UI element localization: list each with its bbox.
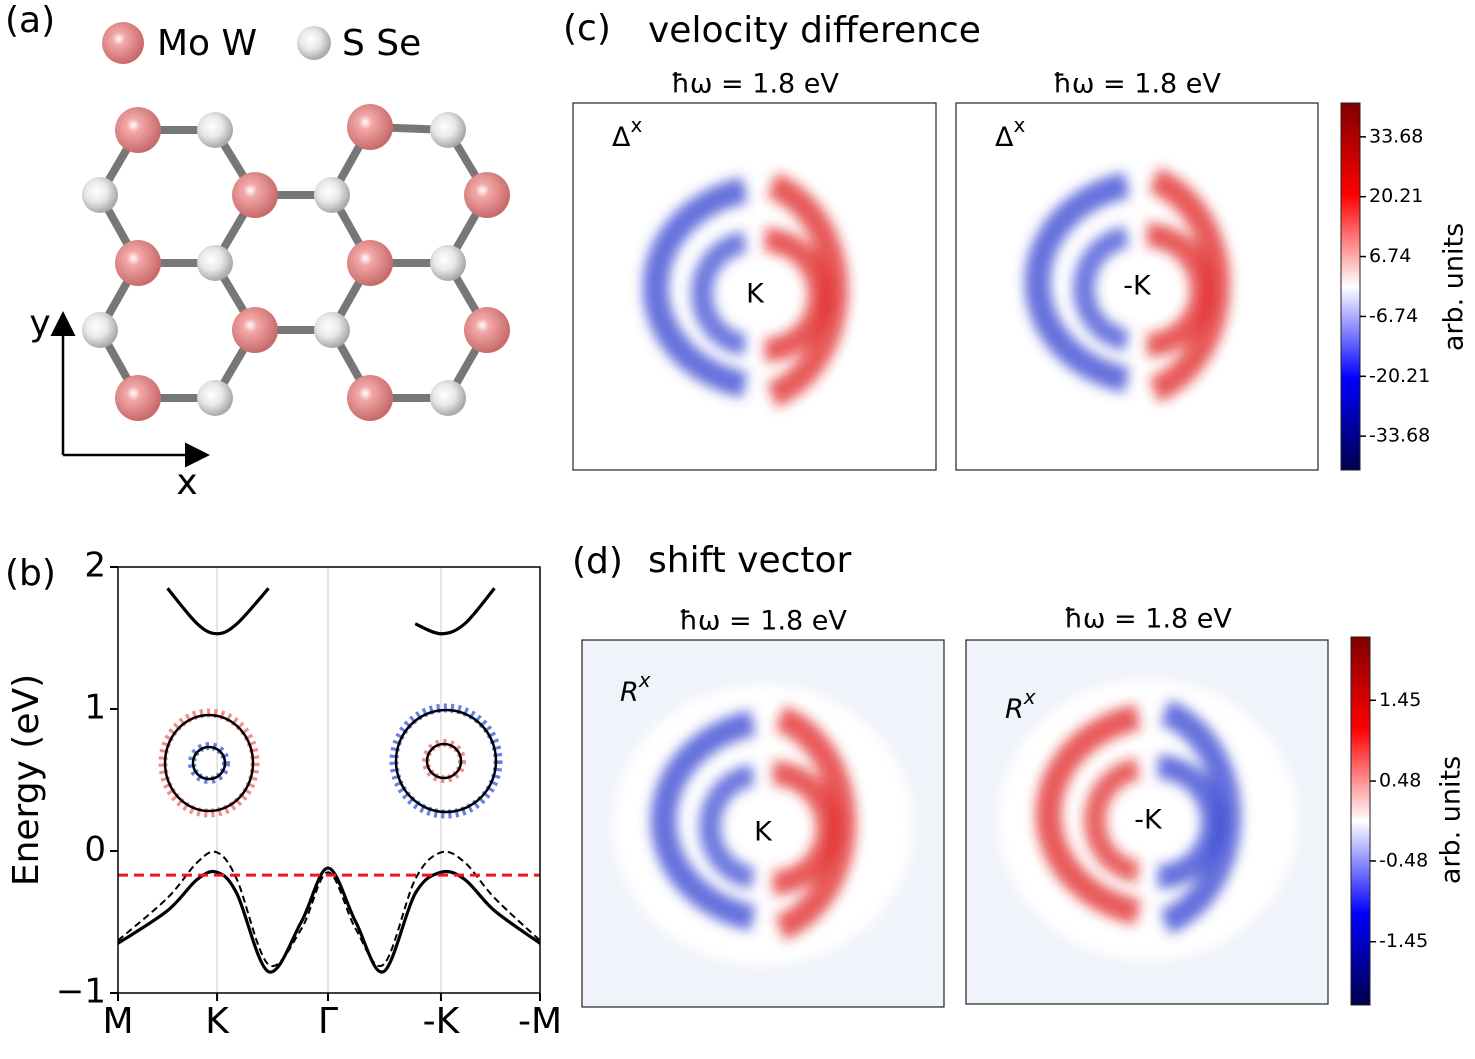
panel-label: (c)	[563, 8, 611, 49]
y-tick-label: 2	[84, 546, 106, 586]
colorbar-tick-label: 0.48	[1379, 770, 1421, 792]
y-tick-label: 1	[84, 688, 106, 728]
x-tick-label: M	[102, 1001, 133, 1042]
heatmap	[581, 639, 945, 1008]
chalcogen-atom	[314, 177, 350, 213]
metal-atom	[464, 307, 510, 353]
valley-label: K	[754, 817, 773, 848]
heatmap	[955, 102, 1319, 471]
y-axis-label: Energy (eV)	[6, 674, 47, 886]
quantity-label: Rx	[1005, 685, 1036, 725]
valley-label: -K	[1134, 805, 1163, 836]
legend-label: Mo W	[157, 23, 257, 64]
axis-label: x	[176, 462, 197, 503]
metal-atom	[347, 240, 393, 286]
panel-title: shift vector	[648, 540, 852, 581]
metal-atom	[347, 104, 393, 150]
x-tick-label: K	[205, 1001, 230, 1042]
spin-texture	[158, 703, 503, 819]
panel-label: (b)	[5, 553, 56, 594]
plot-lines	[118, 587, 540, 974]
chalcogen-atom	[430, 112, 466, 148]
metal-atom	[115, 375, 161, 421]
valley-label: K	[746, 279, 765, 310]
band-line	[118, 866, 540, 974]
metal-atom	[232, 307, 278, 353]
metal-atom	[347, 375, 393, 421]
colorbar-tick-label: 6.74	[1369, 245, 1411, 267]
subplot-title: ħω = 1.8 eV	[671, 69, 839, 100]
chalcogen-atom	[430, 245, 466, 281]
legend-swatch	[102, 22, 144, 64]
y-tick-label: 0	[84, 830, 106, 870]
subplot-title: ħω = 1.8 eV	[679, 606, 847, 637]
legend-swatch	[297, 26, 331, 60]
colorbar-tick-label: -33.68	[1369, 425, 1430, 447]
metal-atom	[115, 240, 161, 286]
quantity-base: Δ	[612, 122, 631, 153]
chalcogen-atom	[430, 380, 466, 416]
quantity-sup: x	[638, 668, 651, 692]
quantity-label: Δx	[612, 113, 642, 153]
y-tick-label: −1	[56, 972, 106, 1012]
quantity-base: R	[620, 677, 639, 708]
quantity-sup: x	[630, 113, 642, 137]
colorbar-tick-label: -1.45	[1379, 930, 1428, 952]
metal-atom	[115, 107, 161, 153]
band-line	[118, 850, 540, 968]
panel-label: (d)	[572, 541, 623, 582]
quantity-base: R	[1005, 694, 1024, 725]
chalcogen-atom	[197, 245, 233, 281]
colorbar-tick-label: -0.48	[1379, 849, 1428, 871]
quantity-sup: x	[1013, 113, 1025, 137]
colorbar	[1340, 102, 1361, 471]
colorbar	[1350, 636, 1371, 1006]
metal-atom	[464, 172, 510, 218]
chalcogen-atom	[197, 112, 233, 148]
legend-label: S Se	[342, 23, 421, 64]
chalcogen-atom	[314, 312, 350, 348]
quantity-base: Δ	[995, 122, 1014, 153]
axis-label: y	[29, 303, 50, 344]
panel-title: velocity difference	[648, 10, 981, 51]
colorbar-tick-label: -20.21	[1369, 365, 1430, 387]
colorbar-tick-label: -6.74	[1369, 305, 1418, 327]
quantity-sup: x	[1023, 685, 1036, 709]
x-tick-label: Γ	[318, 1001, 338, 1042]
colorbar-tick-label: 1.45	[1379, 689, 1421, 711]
quantity-label: Rx	[620, 668, 651, 708]
subplot-title: ħω = 1.8 eV	[1053, 69, 1221, 100]
colorbar-label: arb. units	[1439, 223, 1470, 351]
colorbar-tick-label: 33.68	[1369, 125, 1423, 147]
x-tick-label: -K	[423, 1001, 461, 1042]
colorbars: 33.68 20.21 6.74 -6.74 -20.21 -33.68 arb. unit…	[1340, 102, 1470, 1006]
chalcogen-atom	[197, 380, 233, 416]
chalcogen-atom	[82, 312, 118, 348]
band-line	[166, 587, 496, 636]
subplot-title: ħω = 1.8 eV	[1064, 604, 1232, 635]
chalcogen-atom	[82, 177, 118, 213]
band-plot: M K Γ -K -M −1 0 1 2	[56, 546, 562, 1043]
valley-label: -K	[1123, 271, 1152, 302]
colorbar-label: arb. units	[1436, 756, 1467, 884]
heatmap	[572, 102, 937, 471]
colorbar-tick-label: 20.21	[1369, 185, 1423, 207]
x-tick-label: -M	[518, 1001, 562, 1042]
panel-label: (a)	[5, 0, 55, 41]
metal-atom	[232, 172, 278, 218]
quantity-label: Δx	[995, 113, 1025, 153]
heatmap	[965, 639, 1329, 1005]
plot-frame	[117, 566, 541, 994]
lattice	[82, 104, 510, 421]
